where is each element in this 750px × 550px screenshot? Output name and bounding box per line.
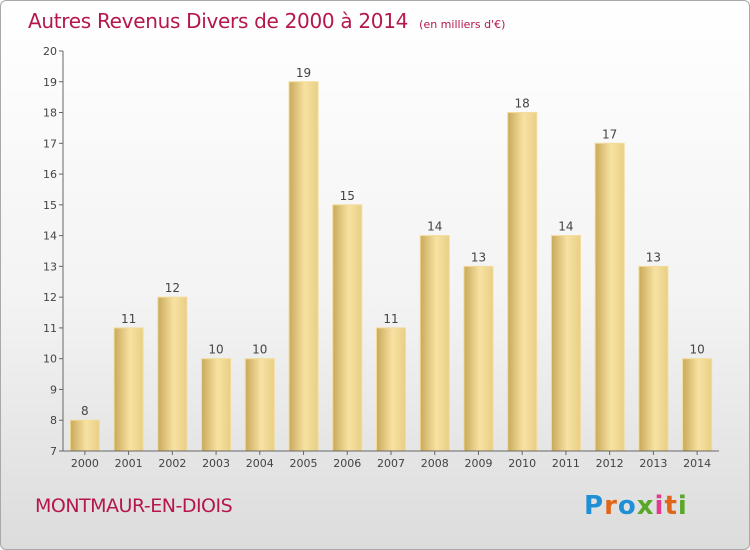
x-tick-label: 2010 — [508, 457, 536, 470]
logo-letter: i — [654, 491, 665, 521]
data-label: 10 — [689, 343, 704, 357]
y-tick-label: 7 — [50, 445, 57, 458]
bar-2003 — [201, 358, 232, 452]
data-label: 8 — [81, 404, 89, 418]
data-label: 17 — [602, 127, 617, 141]
y-tick-label: 9 — [50, 383, 57, 396]
data-label: 11 — [121, 312, 136, 326]
bar-2009 — [463, 265, 494, 452]
data-label: 15 — [340, 189, 355, 203]
bar-2012 — [594, 142, 625, 452]
x-tick-label: 2009 — [464, 457, 492, 470]
bar-2004 — [244, 358, 275, 452]
logo-letter: P — [584, 491, 605, 521]
y-tick-label: 14 — [43, 230, 57, 243]
data-label: 10 — [208, 343, 223, 357]
data-label: 14 — [558, 220, 573, 234]
logo-letter: t — [664, 491, 678, 521]
y-tick-label: 15 — [43, 199, 57, 212]
y-tick-label: 10 — [43, 353, 57, 366]
logo-letter: i — [677, 491, 688, 521]
bar-2002 — [157, 296, 188, 452]
chart-unit: (en milliers d'€) — [419, 18, 506, 31]
x-tick-label: 2008 — [421, 457, 449, 470]
x-tick-label: 2004 — [246, 457, 274, 470]
y-tick-label: 19 — [43, 76, 57, 89]
bar-2011 — [550, 235, 581, 452]
bar-2000 — [69, 419, 100, 452]
bar-2005 — [288, 81, 319, 452]
x-tick-label: 2003 — [202, 457, 230, 470]
y-tick-label: 13 — [43, 260, 57, 273]
x-tick-label: 2012 — [596, 457, 624, 470]
data-label: 11 — [383, 312, 398, 326]
data-label: 13 — [646, 250, 661, 264]
data-label: 13 — [471, 250, 486, 264]
logo-letter: o — [617, 491, 637, 521]
chart-title: Autres Revenus Divers de 2000 à 2014 — [28, 9, 409, 33]
bar-2008 — [419, 235, 450, 452]
data-label: 12 — [165, 281, 180, 295]
logo-letter: r — [604, 491, 618, 521]
logo-letter: x — [636, 491, 655, 521]
bar-2001 — [113, 327, 144, 452]
bar-2010 — [507, 112, 538, 452]
y-tick-label: 16 — [43, 168, 57, 181]
data-label: 18 — [515, 97, 530, 111]
x-tick-label: 2001 — [115, 457, 143, 470]
bar-2006 — [332, 204, 363, 452]
y-tick-label: 8 — [50, 414, 57, 427]
y-tick-label: 12 — [43, 291, 57, 304]
proxiti-logo: Proxiti — [584, 491, 688, 521]
bar-2014 — [682, 358, 713, 452]
commune-name: MONTMAUR-EN-DIOIS — [35, 495, 233, 517]
x-tick-label: 2011 — [552, 457, 580, 470]
data-label: 10 — [252, 343, 267, 357]
x-tick-label: 2000 — [71, 457, 99, 470]
x-tick-label: 2002 — [158, 457, 186, 470]
data-label: 19 — [296, 66, 311, 80]
data-label: 14 — [427, 220, 442, 234]
y-tick-label: 11 — [43, 322, 57, 335]
x-tick-label: 2007 — [377, 457, 405, 470]
y-tick-label: 18 — [43, 107, 57, 120]
y-tick-label: 17 — [43, 137, 57, 150]
x-tick-label: 2006 — [333, 457, 361, 470]
x-tick-label: 2014 — [683, 457, 711, 470]
bar-2007 — [376, 327, 406, 452]
bar-2013 — [638, 265, 669, 452]
y-tick-label: 20 — [43, 45, 57, 58]
x-tick-label: 2013 — [639, 457, 667, 470]
x-tick-label: 2005 — [290, 457, 318, 470]
chart-title-block: Autres Revenus Divers de 2000 à 2014 (en… — [28, 9, 505, 33]
